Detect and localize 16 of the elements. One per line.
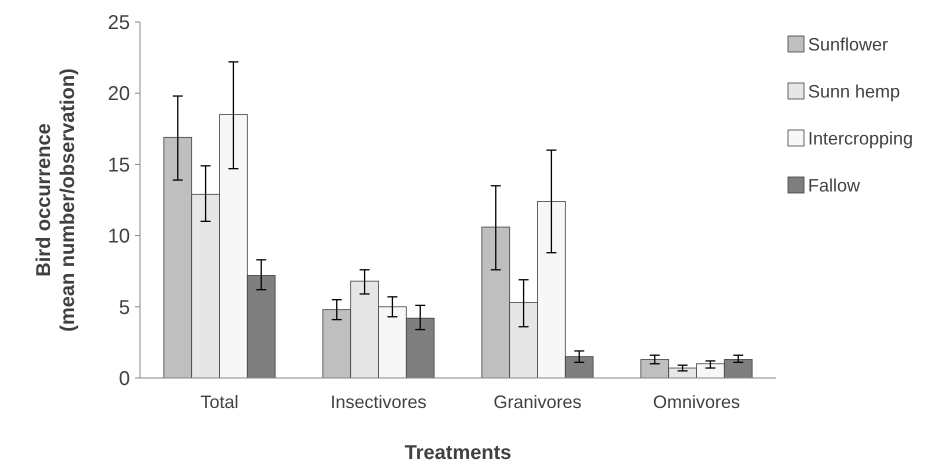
x-axis-title: Treatments [404, 442, 512, 464]
legend-label: Sunflower [808, 34, 888, 54]
y-tick-label: 5 [118, 296, 130, 319]
y-tick-label: 20 [108, 83, 130, 106]
x-tick-label: Insectivores [330, 392, 427, 412]
x-tick-label: Omnivores [652, 392, 740, 412]
legend-label: Sunn hemp [808, 81, 900, 102]
x-tick-label: Total [200, 392, 239, 412]
x-tick-label: Granivores [493, 392, 582, 412]
y-tick-label: 10 [108, 226, 130, 248]
legend-label: Fallow [808, 175, 862, 196]
y-tick-label: 15 [108, 154, 130, 176]
y-tick-label: 0 [118, 368, 130, 390]
legend-label: Intercropping [808, 128, 914, 148]
y-axis-title: Bird occurrence (mean number/observation) [33, 68, 79, 332]
y-tick-label: 25 [108, 12, 130, 34]
